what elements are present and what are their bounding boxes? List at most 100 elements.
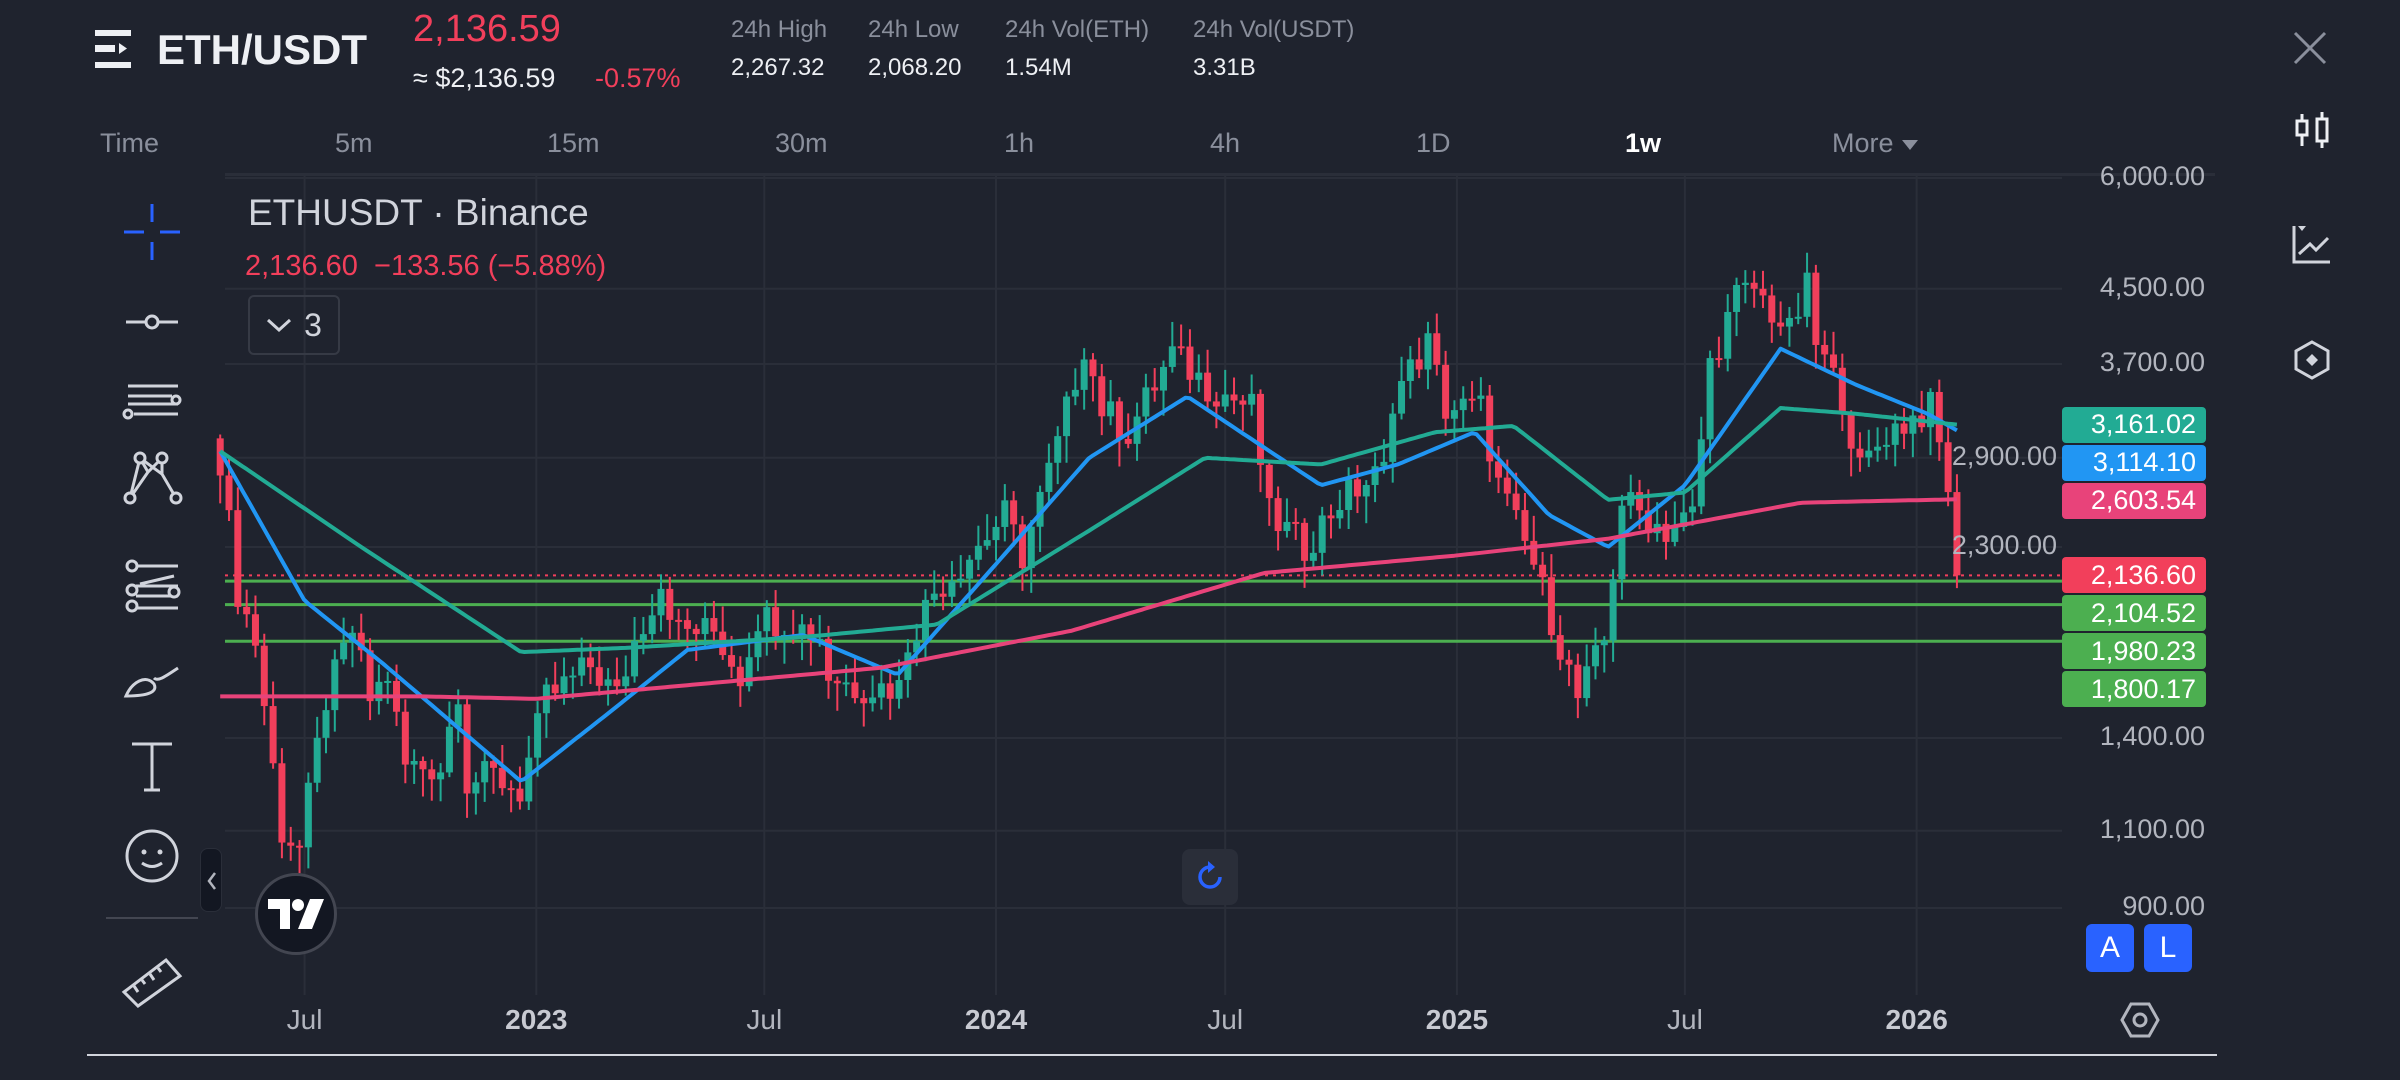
stat-label-high: 24h High xyxy=(731,16,828,43)
tab-4h[interactable]: 4h xyxy=(1210,128,1241,158)
text-tool[interactable] xyxy=(118,732,186,800)
measure-tool[interactable] xyxy=(118,942,186,1010)
x-axis-label: Jul xyxy=(286,1004,323,1035)
legend-last: 2,136.60 xyxy=(245,250,358,282)
price-change: -0.57% xyxy=(595,63,681,93)
tab-more[interactable]: More xyxy=(1832,128,1918,159)
y-axis-label: 4,500.00 xyxy=(2099,271,2205,302)
candle-body xyxy=(251,614,259,646)
close-icon[interactable] xyxy=(2292,30,2328,66)
pair-title[interactable]: ETH/USDT xyxy=(157,26,367,73)
tradingview-logo[interactable] xyxy=(255,873,337,955)
candle-body xyxy=(1142,387,1150,417)
candle-body xyxy=(1662,523,1670,542)
candle-body xyxy=(1433,333,1441,365)
candle-body xyxy=(1204,372,1212,402)
price-tag: 1,980.23 xyxy=(2062,633,2206,670)
y-axis-label: 900.00 xyxy=(2122,891,2205,921)
collapse-toolbar-button[interactable] xyxy=(200,848,222,912)
ruler-icon xyxy=(121,957,183,1008)
moving-average-line xyxy=(219,406,1958,654)
y-axis-label: 1,100.00 xyxy=(2099,813,2205,844)
prediction-tool[interactable] xyxy=(118,554,186,622)
candle-body xyxy=(648,615,656,635)
menu-icon[interactable] xyxy=(95,30,135,68)
candle-body xyxy=(1794,316,1802,319)
x-axis-label: Jul xyxy=(746,1004,783,1035)
candle-body xyxy=(1177,346,1185,349)
candle-body xyxy=(1107,401,1115,417)
candle-body xyxy=(1018,524,1026,569)
candle-body xyxy=(745,657,753,687)
tab-1w[interactable]: 1w xyxy=(1625,128,1662,158)
tab-30m[interactable]: 30m xyxy=(775,128,828,158)
candle-body xyxy=(807,624,815,641)
stat-value-vol-eth: 1.54M xyxy=(1005,54,1072,81)
y-axis-label: 6,000.00 xyxy=(2099,161,2205,191)
tab-1d[interactable]: 1D xyxy=(1416,128,1451,158)
candle-body xyxy=(1591,645,1599,667)
candle-body xyxy=(1777,322,1785,327)
candle-body xyxy=(278,763,286,843)
candle-body xyxy=(1045,462,1053,492)
candle-body xyxy=(1847,414,1855,449)
candle-body xyxy=(613,679,621,687)
chart-ohlc-readout: 2,136.60 −133.56 (−5.88%) xyxy=(245,250,606,283)
tab-15m[interactable]: 15m xyxy=(547,128,600,158)
auto-scale-button[interactable]: A xyxy=(2086,924,2134,972)
brush-tool[interactable] xyxy=(118,644,186,712)
candle-body xyxy=(1741,282,1749,286)
candle-body xyxy=(1027,526,1035,569)
candle-body xyxy=(419,760,427,770)
candle-body xyxy=(1874,446,1882,451)
y-axis-label: 3,700.00 xyxy=(2099,347,2205,378)
candle-body xyxy=(1706,358,1714,440)
crosshair-tool[interactable] xyxy=(118,198,186,266)
moving-average-line xyxy=(218,346,1958,783)
candle-body xyxy=(1644,510,1652,534)
candle-body xyxy=(340,642,348,660)
hexagon-settings-icon[interactable] xyxy=(2290,338,2334,382)
candle-body xyxy=(921,599,929,641)
chart-settings-icon[interactable] xyxy=(2120,1000,2160,1040)
candle-body xyxy=(1089,359,1097,377)
indicators-toggle-button[interactable]: 3 xyxy=(248,295,340,355)
candle-body xyxy=(534,713,542,758)
candle-body xyxy=(1283,521,1291,532)
candle-body xyxy=(1539,564,1547,578)
candle-body xyxy=(296,845,304,848)
pattern-icon xyxy=(123,451,183,505)
pattern-tool[interactable] xyxy=(118,444,186,512)
candle-body xyxy=(1301,522,1309,561)
candle-body xyxy=(1733,285,1741,312)
candle-body xyxy=(631,640,639,677)
candlestick-type-icon[interactable] xyxy=(2290,108,2334,152)
candle-body xyxy=(1256,393,1264,465)
candle-body xyxy=(1063,396,1071,437)
last-price: 2,136.59 xyxy=(413,8,561,50)
fib-tool[interactable] xyxy=(118,376,186,444)
log-scale-button[interactable]: L xyxy=(2144,924,2192,972)
horizontal-line-icon xyxy=(126,314,178,330)
tab-5m[interactable]: 5m xyxy=(335,128,373,158)
toolbar-divider xyxy=(106,917,198,919)
tab-time[interactable]: Time xyxy=(100,128,159,158)
reset-icon xyxy=(1198,861,1222,889)
stat-value-low: 2,068.20 xyxy=(868,54,962,81)
trend-line-tool[interactable] xyxy=(118,288,186,356)
forecast-icon xyxy=(125,559,181,613)
indicators-icon[interactable] xyxy=(2290,222,2334,266)
tab-1h[interactable]: 1h xyxy=(1004,128,1035,158)
reset-chart-button[interactable] xyxy=(1182,849,1238,905)
candle-body xyxy=(1477,395,1485,399)
candle-body xyxy=(1292,521,1300,524)
candle-body xyxy=(1618,505,1626,580)
candle-body xyxy=(1318,515,1326,553)
candle-body xyxy=(1600,640,1608,646)
candle-body xyxy=(1838,367,1846,415)
price-tag: 2,603.54 xyxy=(2062,482,2206,519)
emoji-tool[interactable] xyxy=(118,822,186,890)
candle-body xyxy=(1415,359,1423,370)
candle-body xyxy=(1265,464,1273,499)
